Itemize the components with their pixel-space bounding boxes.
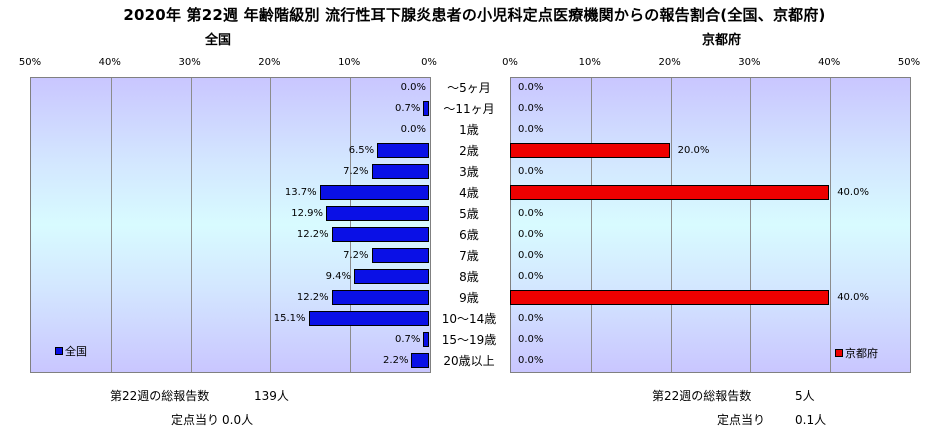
gridline <box>270 78 272 372</box>
data-label-national: 0.7% <box>395 102 421 114</box>
legend-label-national: 全国 <box>65 345 87 358</box>
x-tick-label: 0% <box>421 57 437 68</box>
bar-national <box>308 311 429 326</box>
footer-right-per-label: 定点当り <box>717 413 766 427</box>
x-tick-label: 40% <box>98 57 121 68</box>
data-label-kyoto: 20.0% <box>677 144 710 156</box>
category-label: 3歳 <box>459 164 479 179</box>
data-label-national: 12.2% <box>296 228 329 240</box>
x-tick-label: 30% <box>178 57 201 68</box>
chart-title: 2020年 第22週 年齢階級別 流行性耳下腺炎患者の小児科定点医療機関からの報… <box>123 6 826 24</box>
bar-national <box>319 185 429 200</box>
bar-kyoto <box>510 290 830 305</box>
legend-right: 京都府 <box>835 345 878 361</box>
x-tick-label: 30% <box>738 57 761 68</box>
data-label-kyoto: 0.0% <box>518 249 544 261</box>
x-tick-label: 10% <box>338 57 361 68</box>
category-label: ～11ヶ月 <box>443 101 495 116</box>
bar-national <box>371 248 429 263</box>
category-label: 8歳 <box>459 269 479 284</box>
gridline <box>110 78 112 372</box>
x-tick-label: 50% <box>897 57 921 68</box>
gridline <box>670 78 672 372</box>
x-tick-label: 20% <box>658 57 681 68</box>
bar-national <box>331 227 429 242</box>
footer-left-total-label: 第22週の総報告数 <box>110 389 210 403</box>
category-label: 7歳 <box>459 248 479 263</box>
bar-national <box>326 206 429 221</box>
x-tick-label: 10% <box>578 57 601 68</box>
data-label-kyoto: 0.0% <box>518 354 544 366</box>
bar-national <box>377 143 429 158</box>
data-label-national: 15.1% <box>273 312 306 324</box>
category-label: 5歳 <box>459 206 479 221</box>
gridline <box>590 78 592 372</box>
right-plot-area <box>510 77 911 373</box>
footer-left-per-value: 0.0人 <box>222 413 254 427</box>
footer-left-total-value: 139人 <box>254 389 289 403</box>
data-label-national: 6.5% <box>348 144 375 156</box>
gridline <box>830 78 832 372</box>
legend-left: 全国 <box>55 343 87 359</box>
bar-national <box>353 269 429 284</box>
footer-right-per-value: 0.1人 <box>795 413 827 427</box>
data-label-kyoto: 0.0% <box>518 312 544 324</box>
right-panel-title: 京都府 <box>702 33 742 48</box>
data-label-national: 9.4% <box>325 270 351 282</box>
data-label-national: 0.0% <box>400 81 426 93</box>
footer-right-total-value: 5人 <box>795 389 815 403</box>
legend-swatch-national <box>55 347 63 355</box>
gridline <box>750 78 752 372</box>
bar-national <box>371 164 429 179</box>
data-label-national: 0.7% <box>395 333 421 345</box>
gridline <box>350 78 352 372</box>
data-label-kyoto: 0.0% <box>518 207 544 219</box>
data-label-kyoto: 0.0% <box>518 102 544 114</box>
x-tick-label: 0% <box>502 57 518 68</box>
category-label: 9歳 <box>459 290 479 305</box>
data-label-kyoto: 0.0% <box>518 165 544 177</box>
category-label: 20歳以上 <box>443 353 495 368</box>
data-label-national: 0.0% <box>400 123 426 135</box>
bar-kyoto <box>510 143 670 158</box>
left-panel-title: 全国 <box>205 33 232 48</box>
category-label: 2歳 <box>459 143 479 158</box>
category-label: 6歳 <box>459 227 479 242</box>
x-tick-label: 40% <box>818 57 841 68</box>
footer-right-total-label: 第22週の総報告数 <box>652 389 752 403</box>
data-label-kyoto: 40.0% <box>837 291 869 303</box>
gridline <box>190 78 192 372</box>
data-label-national: 12.2% <box>296 291 329 303</box>
left-plot-area <box>30 77 431 373</box>
data-label-national: 12.9% <box>291 207 324 219</box>
footer-left-per-label: 定点当り <box>171 413 220 427</box>
bar-kyoto <box>510 185 830 200</box>
data-label-kyoto: 0.0% <box>518 228 544 240</box>
x-tick-label: 50% <box>18 57 42 68</box>
data-label-kyoto: 40.0% <box>837 186 869 198</box>
category-label: 1歳 <box>459 122 479 137</box>
category-label: 10～14歳 <box>441 311 497 326</box>
data-label-kyoto: 0.0% <box>518 123 544 135</box>
legend-swatch-kyoto <box>835 349 843 357</box>
data-label-national: 13.7% <box>284 186 317 198</box>
data-label-kyoto: 0.0% <box>518 333 544 345</box>
bar-national <box>331 290 429 305</box>
data-label-national: 7.2% <box>343 249 369 261</box>
data-label-kyoto: 0.0% <box>518 81 544 93</box>
x-tick-label: 20% <box>258 57 281 68</box>
legend-label-kyoto: 京都府 <box>845 347 878 360</box>
category-label: 4歳 <box>459 185 479 200</box>
bar-national <box>423 101 429 116</box>
bar-national <box>411 353 429 368</box>
data-label-national: 7.2% <box>343 165 369 177</box>
data-label-kyoto: 0.0% <box>518 270 544 282</box>
category-label: 15～19歳 <box>441 332 497 347</box>
data-label-national: 2.2% <box>383 354 409 366</box>
bar-national <box>423 332 429 347</box>
category-label: ～5ヶ月 <box>447 80 491 95</box>
